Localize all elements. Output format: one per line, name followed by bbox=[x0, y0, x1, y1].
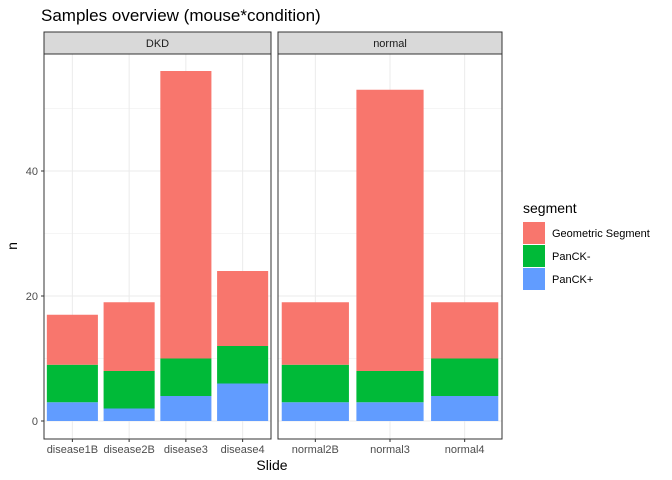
bar-group bbox=[46, 71, 269, 421]
legend-key-geometric-segment bbox=[523, 222, 545, 244]
bar-panck-normal2b bbox=[281, 364, 349, 403]
bar-geometric-segment-normal3 bbox=[356, 89, 424, 371]
facet-strip-label: normal bbox=[373, 38, 407, 50]
bar-geometric-segment-disease3 bbox=[160, 71, 212, 359]
bar-panck-normal3 bbox=[356, 402, 424, 421]
y-tick-label: 0 bbox=[32, 416, 38, 428]
bar-panck-disease1b bbox=[46, 364, 98, 403]
x-tick-label: disease2B bbox=[103, 444, 154, 456]
bar-geometric-segment-disease2b bbox=[103, 302, 155, 371]
x-tick-label: disease3 bbox=[164, 444, 208, 456]
facet-panel-dkd: DKD disease1B disease2B disease3 disease4 bbox=[43, 31, 272, 456]
bar-panck-normal2b bbox=[281, 402, 349, 421]
facet-panel-normal: normal normal2B normal3 normal4 bbox=[277, 31, 503, 456]
panel-border bbox=[43, 53, 272, 440]
bar-geometric-segment-normal2b bbox=[281, 302, 349, 365]
legend-title: segment bbox=[523, 200, 577, 216]
bar-panck-disease2b bbox=[103, 371, 155, 409]
bar-panck-disease3 bbox=[160, 396, 212, 421]
bar-panck-normal4 bbox=[431, 358, 499, 396]
bar-group bbox=[281, 89, 499, 421]
bar-geometric-segment-normal4 bbox=[431, 302, 499, 359]
legend-label: Geometric Segment bbox=[552, 228, 650, 240]
bar-panck-disease1b bbox=[46, 402, 98, 421]
bar-panck-disease4 bbox=[217, 383, 269, 421]
panel-border bbox=[277, 53, 503, 440]
y-axis-label: n bbox=[4, 242, 20, 250]
legend-label: PanCK+ bbox=[552, 274, 593, 286]
x-tick-label: normal2B bbox=[292, 444, 339, 456]
legend: segment Geometric Segment PanCK- PanCK+ bbox=[523, 200, 650, 290]
legend-key-panck bbox=[523, 268, 545, 290]
bar-panck-normal4 bbox=[431, 396, 499, 421]
bar-geometric-segment-disease4 bbox=[217, 271, 269, 346]
bar-panck-disease2b bbox=[103, 408, 155, 421]
facet-panels: DKD disease1B disease2B disease3 disease4 nor… bbox=[43, 31, 503, 456]
bar-panck-normal3 bbox=[356, 371, 424, 403]
x-tick-label: disease4 bbox=[221, 444, 265, 456]
y-axis: 0 20 40 bbox=[26, 166, 44, 428]
legend-key-panck bbox=[523, 245, 545, 267]
facet-strip-label: DKD bbox=[146, 38, 169, 50]
chart-title: Samples overview (mouse*condition) bbox=[41, 6, 321, 25]
x-tick-label: normal4 bbox=[445, 444, 485, 456]
y-tick-label: 40 bbox=[26, 166, 38, 178]
y-tick-label: 20 bbox=[26, 291, 38, 303]
legend-label: PanCK- bbox=[552, 251, 591, 263]
bar-panck-disease3 bbox=[160, 358, 212, 396]
x-axis-label: Slide bbox=[256, 457, 287, 473]
bar-geometric-segment-disease1b bbox=[46, 314, 98, 365]
x-tick-label: disease1B bbox=[47, 444, 98, 456]
bar-panck-disease4 bbox=[217, 346, 269, 384]
x-tick-label: normal3 bbox=[370, 444, 410, 456]
